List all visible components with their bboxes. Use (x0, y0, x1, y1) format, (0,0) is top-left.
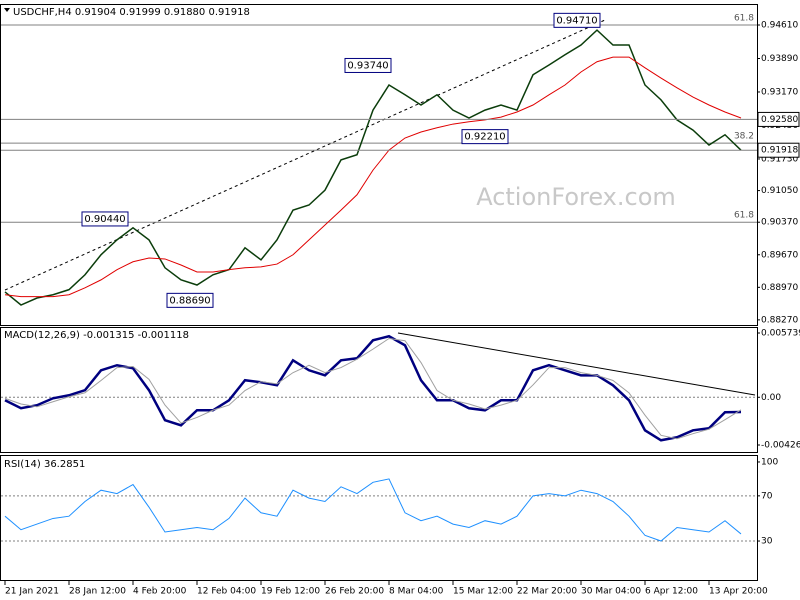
annotation-box (81, 211, 129, 227)
x-tick-label: 30 Mar 04:00 (581, 587, 641, 597)
y-tick-label: 70 (761, 491, 773, 501)
x-tick-label: 12 Feb 04:00 (197, 587, 256, 597)
level-label: 38.2 (734, 132, 754, 142)
y-tick-label: 0.005739 (761, 328, 800, 338)
series-line (4, 478, 742, 542)
menu-icon (4, 8, 10, 12)
price-marker-label: 0.92580 (761, 115, 798, 125)
x-tick-label: 21 Jan 2021 (5, 587, 59, 597)
y-tick-label: 0.91050 (761, 186, 798, 196)
y-tick-label: 0.93170 (761, 87, 798, 97)
x-tick-label: 8 Mar 04:00 (389, 587, 444, 597)
y-tick-label: 0.88270 (761, 315, 798, 325)
price-marker-box (757, 111, 800, 127)
x-tick-label: 28 Jan 12:00 (69, 587, 126, 597)
annotation-label: 0.93740 (347, 60, 388, 71)
y-tick-label: 30 (761, 537, 773, 547)
annotation-box (166, 292, 214, 308)
panel-title: RSI(14) 36.2851 (4, 459, 85, 470)
annotation-label: 0.94710 (556, 15, 597, 26)
y-tick-label: -0.004261 (761, 440, 800, 450)
annotation-label: 0.90440 (84, 214, 125, 225)
y-tick-label: 0.93890 (761, 54, 798, 64)
series-line (4, 56, 742, 298)
rsi-panel (0, 455, 758, 581)
price-marker-label: 0.91918 (761, 146, 798, 156)
series-line (4, 29, 742, 306)
series-line (4, 337, 742, 440)
y-tick-label: 0.00 (761, 393, 781, 403)
level-label: 61.8 (734, 211, 754, 221)
watermark: ActionForex.com (476, 183, 676, 211)
y-tick-label: 100 (761, 457, 778, 467)
panel-title: USDCHF,H4 0.91904 0.91999 0.91880 0.9191… (13, 7, 250, 18)
x-tick-label: 15 Mar 12:00 (453, 587, 513, 597)
panel-title: MACD(12,26,9) -0.001315 -0.001118 (4, 330, 189, 341)
trend-line (4, 19, 606, 291)
price-marker-box (757, 142, 800, 158)
level-label: 61.8 (734, 14, 754, 24)
x-tick-label: 4 Feb 20:00 (133, 587, 187, 597)
annotation-label: 0.88690 (169, 295, 210, 306)
annotation-box (344, 57, 392, 73)
annotation-box (461, 129, 509, 145)
macd-panel (0, 327, 758, 453)
y-tick-label: 0.88970 (761, 283, 798, 293)
price-panel (0, 4, 758, 326)
x-tick-label: 19 Feb 12:00 (261, 587, 320, 597)
annotation-box (553, 12, 601, 28)
x-tick-label: 22 Mar 20:00 (517, 587, 577, 597)
annotation-label: 0.92210 (464, 132, 505, 143)
x-tick-label: 13 Apr 20:00 (709, 587, 768, 597)
macd-trend-line (397, 332, 756, 396)
x-tick-label: 26 Feb 20:00 (325, 587, 384, 597)
x-tick-label: 6 Apr 12:00 (645, 587, 698, 597)
y-tick-label: 0.91730 (761, 154, 798, 164)
y-tick-label: 0.94610 (761, 21, 798, 31)
y-tick-label: 0.90370 (761, 218, 798, 228)
y-tick-label: 0.89670 (761, 250, 798, 260)
